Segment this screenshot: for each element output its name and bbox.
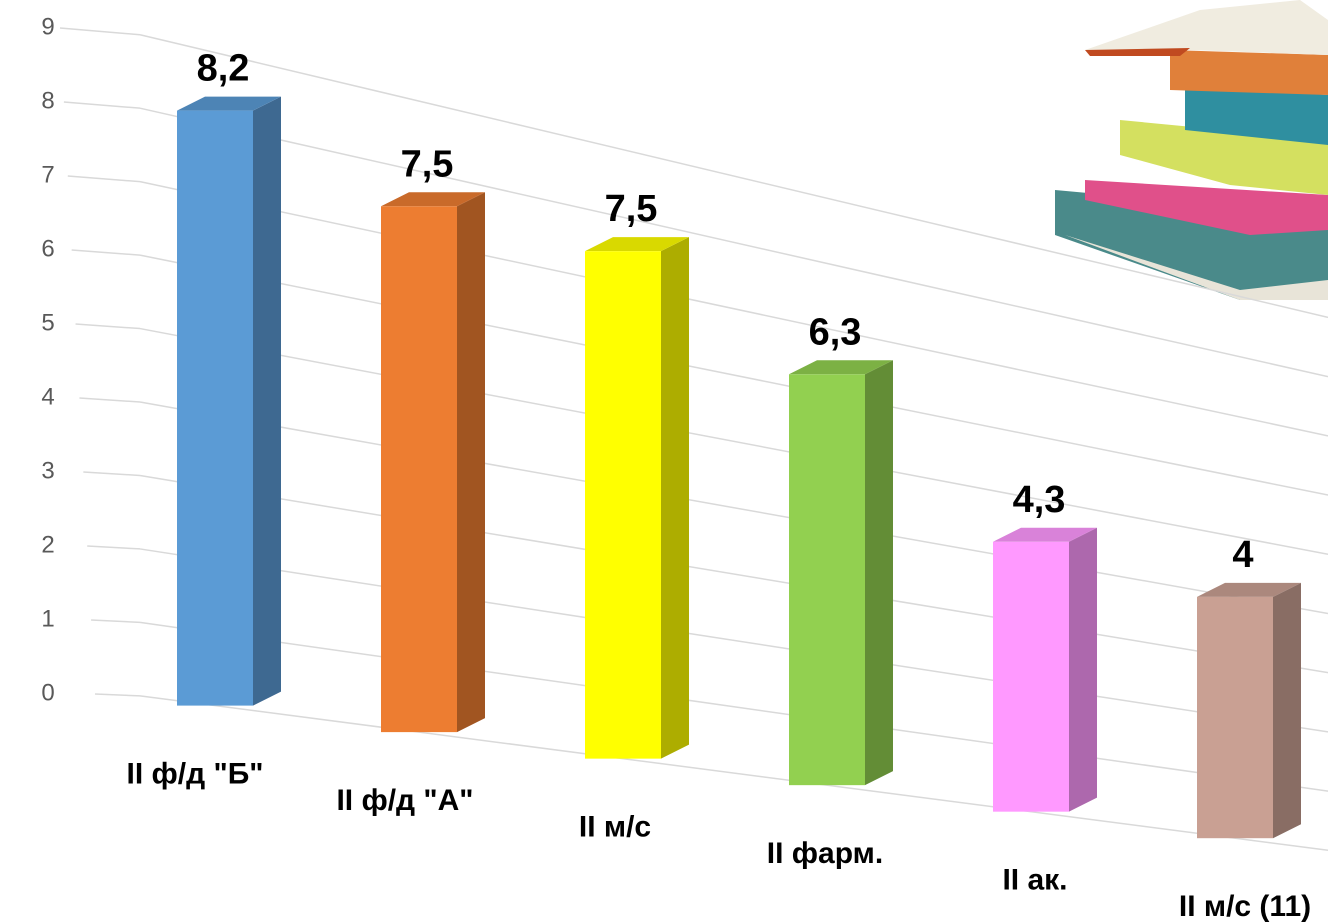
grid-line	[79, 397, 141, 403]
bar-top	[1197, 582, 1301, 597]
grid-line	[139, 254, 1328, 496]
value-label: 6,3	[809, 311, 862, 353]
grid-line	[75, 323, 141, 330]
value-label: 7,5	[605, 188, 658, 230]
bar-side	[865, 360, 893, 786]
bar	[381, 206, 457, 733]
bar-side	[253, 96, 281, 706]
bar	[1197, 596, 1273, 839]
bar-top	[177, 96, 281, 111]
grid-line	[94, 693, 141, 697]
x-tick-label: II ф/д "А"	[336, 784, 473, 817]
y-tick-label: 9	[41, 13, 54, 40]
grid-line	[139, 548, 1328, 733]
value-label: 7,5	[401, 143, 454, 185]
bar-side	[1273, 582, 1301, 839]
bar-side	[457, 192, 485, 733]
grid-line	[139, 180, 1328, 437]
grid-line	[87, 545, 141, 550]
y-tick-label: 0	[41, 679, 54, 706]
bar-top	[381, 192, 485, 207]
y-tick-label: 1	[41, 605, 54, 632]
bar	[177, 110, 253, 706]
bar-top	[789, 360, 893, 375]
bar	[585, 251, 661, 759]
y-tick-label: 3	[41, 457, 54, 484]
grid-line	[91, 619, 141, 624]
grid-line	[139, 621, 1328, 792]
grid-line	[139, 695, 1328, 852]
x-tick-label: II м/с (11)	[1179, 890, 1311, 923]
bar	[993, 541, 1069, 812]
grid-line	[83, 471, 141, 477]
y-tick-label: 7	[41, 161, 54, 188]
y-tick-label: 2	[41, 531, 54, 558]
grid-line	[139, 327, 1328, 556]
grid-line	[139, 401, 1328, 615]
x-tick-label: II ф/д "Б"	[127, 758, 264, 791]
y-tick-label: 8	[41, 87, 54, 114]
x-tick-label: II фарм.	[767, 837, 883, 870]
bar-top	[585, 237, 689, 252]
y-tick-label: 5	[41, 309, 54, 336]
bar-side	[1069, 527, 1097, 812]
bar	[789, 374, 865, 786]
value-label: 4,3	[1013, 479, 1066, 521]
grid-line	[67, 175, 141, 183]
grid-line	[139, 33, 1328, 319]
y-tick-label: 4	[41, 383, 54, 410]
y-tick-label: 6	[41, 235, 54, 262]
grid-line	[59, 27, 141, 36]
books-illustration	[1055, 0, 1328, 300]
grid-line	[139, 474, 1328, 674]
grid-line	[71, 249, 141, 256]
value-label: 8,2	[197, 48, 250, 90]
bar-top	[993, 527, 1097, 542]
grid-line	[63, 101, 141, 109]
grid-line	[139, 107, 1328, 378]
x-tick-label: II м/с	[579, 811, 651, 844]
x-tick-label: II ак.	[1002, 864, 1067, 897]
bar-side	[661, 237, 689, 759]
value-label: 4	[1232, 534, 1253, 576]
